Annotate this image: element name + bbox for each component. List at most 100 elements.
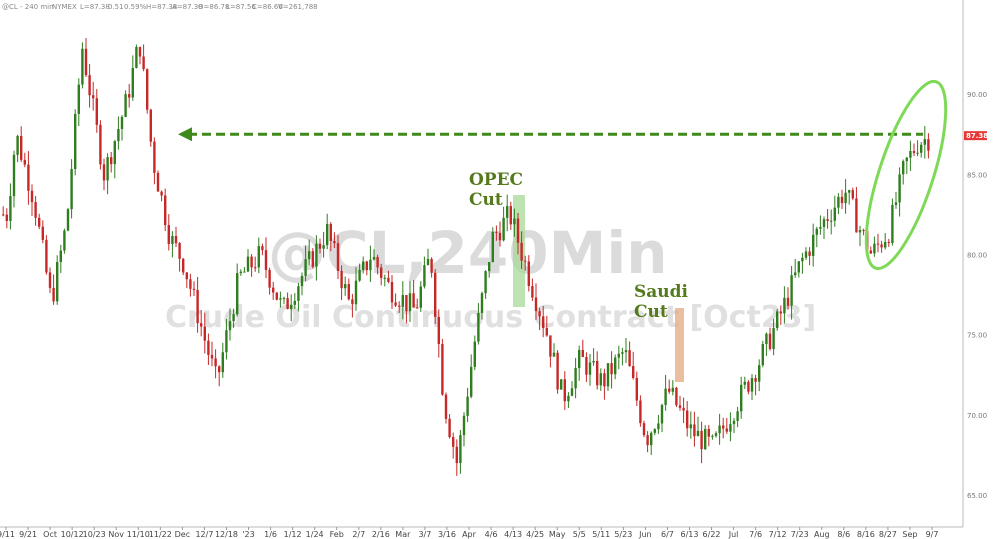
candle-body xyxy=(520,242,523,261)
candle-body xyxy=(192,288,196,290)
candle-body xyxy=(560,379,563,390)
candle-body xyxy=(156,172,160,192)
candle-body xyxy=(48,272,52,288)
candle-body xyxy=(329,223,332,242)
candle-body xyxy=(160,191,163,196)
header-symbol: @CL - 240 min xyxy=(2,3,54,11)
x-tick-label: Nov xyxy=(108,530,124,539)
x-tick-label: 3/16 xyxy=(438,530,456,539)
candle-body xyxy=(455,446,458,464)
header-last: L=87.38 xyxy=(80,3,110,11)
x-tick-label: Sep xyxy=(902,530,917,539)
candle-body xyxy=(696,430,700,437)
candle-body xyxy=(462,415,466,436)
candle-body xyxy=(671,387,674,392)
candle-body xyxy=(448,418,451,438)
candle-body xyxy=(41,226,44,240)
candle-body xyxy=(642,423,646,436)
candle-body xyxy=(214,358,217,367)
x-tick-label: Dec xyxy=(175,530,190,539)
candle-body xyxy=(38,217,41,227)
candle-body xyxy=(473,341,476,367)
x-tick-label: 5/11 xyxy=(592,530,610,539)
candle-body xyxy=(113,141,116,165)
candle-body xyxy=(351,299,354,305)
candle-body xyxy=(63,230,66,251)
candle-body xyxy=(585,356,588,375)
candle-body xyxy=(646,435,649,446)
candle-body xyxy=(416,307,419,309)
candle-body xyxy=(498,232,502,241)
candle-body xyxy=(131,67,134,98)
candle-body xyxy=(876,243,880,245)
candle-body xyxy=(740,384,743,412)
candle-body xyxy=(588,362,592,375)
candle-body xyxy=(146,69,149,110)
candle-body xyxy=(545,328,548,336)
x-tick-label: 4/6 xyxy=(485,530,498,539)
candle-body xyxy=(394,302,397,306)
candle-body xyxy=(837,196,840,208)
candle-body xyxy=(196,289,199,324)
candle-body xyxy=(221,352,224,373)
candle-body xyxy=(70,168,73,210)
candle-body xyxy=(693,424,696,437)
x-tick-label: 2/16 xyxy=(372,530,390,539)
opec-cut-label-line1: OPEC xyxy=(469,170,523,190)
candle-body xyxy=(164,195,167,226)
candle-body xyxy=(246,256,250,272)
candle-body xyxy=(383,277,386,279)
recent-rally-ellipse xyxy=(864,79,948,271)
x-tick-label: 9/21 xyxy=(19,530,37,539)
candle-body xyxy=(23,159,26,165)
candle-body xyxy=(239,271,242,274)
candle-body xyxy=(894,202,898,205)
candle-body xyxy=(459,435,462,464)
candle-body xyxy=(732,420,736,425)
x-tick-label: 7/6 xyxy=(749,530,762,539)
candle-body xyxy=(300,275,304,287)
x-tick-label: May xyxy=(549,530,566,539)
last-price-value: 87.38 xyxy=(966,132,988,140)
candle-body xyxy=(138,46,142,57)
candle-body xyxy=(398,305,401,307)
candle-body xyxy=(570,388,574,396)
candle-body xyxy=(484,271,487,294)
candle-body xyxy=(776,311,779,329)
candle-body xyxy=(729,424,732,432)
x-tick-label: 6/7 xyxy=(661,530,674,539)
x-tick-label: 11/22 xyxy=(149,530,172,539)
candle-body xyxy=(405,295,408,312)
candle-body xyxy=(408,293,412,312)
candle-body xyxy=(358,269,361,281)
candle-body xyxy=(898,174,901,203)
candle-body xyxy=(286,298,289,309)
candle-body xyxy=(185,272,188,280)
candle-body xyxy=(700,430,703,450)
candle-body xyxy=(779,311,782,314)
candle-body xyxy=(624,350,628,353)
x-tick-label: 10/23 xyxy=(83,530,106,539)
candle-body xyxy=(171,236,174,244)
candle-body xyxy=(758,365,761,382)
header-exchange: NYMEX xyxy=(52,3,77,11)
candle-body xyxy=(552,352,556,357)
x-tick-label: 9/7 xyxy=(926,530,939,539)
header-change-pct: 0.59% xyxy=(124,3,147,11)
candle-body xyxy=(95,98,98,125)
x-tick-label: 1/6 xyxy=(264,530,277,539)
x-tick-label: 7/12 xyxy=(769,530,787,539)
candle-body xyxy=(830,220,833,222)
saudi-cut-label-line2: Cut xyxy=(634,302,668,322)
candle-body xyxy=(750,378,754,392)
candle-body xyxy=(704,428,707,450)
candle-body xyxy=(354,280,358,305)
candle-body xyxy=(340,270,343,289)
candle-body xyxy=(311,251,314,267)
candle-body xyxy=(66,209,70,231)
candle-body xyxy=(632,366,635,378)
candle-body xyxy=(822,219,826,227)
candle-body xyxy=(923,139,926,145)
candle-body xyxy=(596,361,599,386)
candle-body xyxy=(272,287,275,293)
